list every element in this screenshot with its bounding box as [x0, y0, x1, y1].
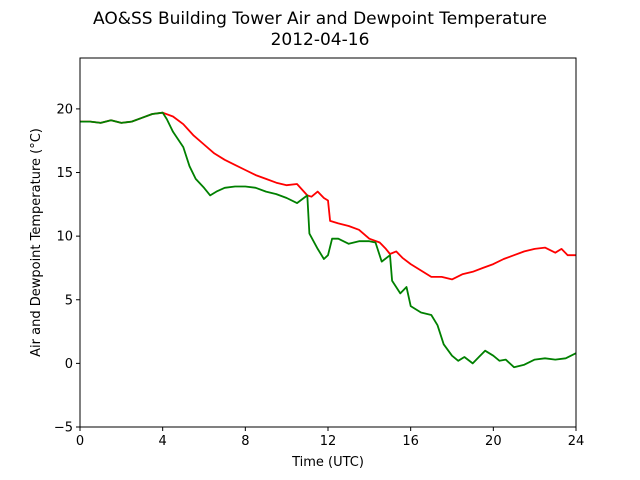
chart-subtitle: 2012-04-16 — [271, 30, 370, 50]
y-tick-label: −5 — [54, 421, 73, 436]
y-axis-label: Air and Dewpoint Temperature (°C) — [29, 128, 44, 357]
y-tick-label: 10 — [56, 230, 73, 245]
y-tick-label: 15 — [56, 166, 73, 181]
y-tick-label: 0 — [65, 357, 73, 372]
chart-title: AO&SS Building Tower Air and Dewpoint Te… — [93, 9, 547, 29]
x-tick-label: 0 — [76, 434, 84, 449]
series-line-2 — [80, 111, 577, 369]
x-tick-label: 24 — [568, 434, 585, 449]
x-tick-label: 8 — [241, 434, 249, 449]
plot-frame — [79, 57, 577, 428]
y-tick-label: 5 — [65, 293, 73, 308]
x-tick-label: 16 — [402, 434, 419, 449]
x-tick-label: 4 — [159, 434, 167, 449]
x-tick-label: 20 — [485, 434, 502, 449]
series-layer — [80, 111, 577, 369]
x-tick-label: 12 — [320, 434, 337, 449]
y-tick-label: 20 — [56, 102, 73, 117]
x-axis-label: Time (UTC) — [291, 455, 364, 470]
series-line-1 — [80, 111, 576, 281]
